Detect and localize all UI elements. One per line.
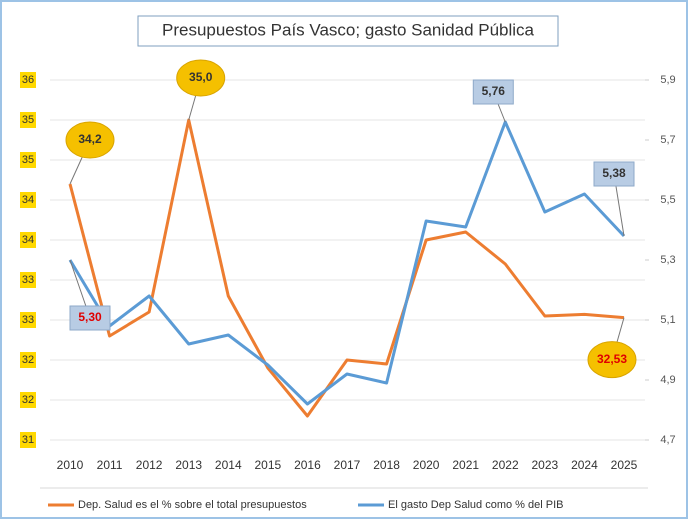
- y2-tick-label: 5,3: [660, 254, 675, 266]
- y-tick-bg: [20, 432, 36, 448]
- x-tick-label: 2016: [294, 458, 321, 472]
- x-tick-label: 2025: [611, 458, 638, 472]
- y-tick-bg: [20, 312, 36, 328]
- line-series: [68, 118, 625, 418]
- y-tick-label: 36: [22, 74, 34, 86]
- data-label: 34,2: [78, 132, 102, 146]
- y-tick-bg: [20, 272, 36, 288]
- x-tick-label: 2018: [373, 458, 400, 472]
- y-tick-label: 35: [22, 114, 34, 126]
- y2-tick-label: 5,1: [660, 314, 675, 326]
- x-tick-label: 2010: [57, 458, 84, 472]
- y-tick-bg: [20, 392, 36, 408]
- data-label: 5,30: [78, 310, 102, 324]
- label-box: [472, 79, 514, 105]
- y2-tick-label: 4,9: [660, 374, 675, 386]
- x-tick-label: 2012: [136, 458, 163, 472]
- y-tick-label: 32: [22, 394, 34, 406]
- line-series: [68, 120, 626, 406]
- label-bubble: [587, 341, 637, 379]
- x-tick-label: 2021: [452, 458, 479, 472]
- x-tick-label: 2020: [413, 458, 440, 472]
- x-tick-label: 2017: [334, 458, 361, 472]
- title-box: [137, 15, 559, 47]
- x-tick-label: 2013: [175, 458, 202, 472]
- y-tick-label: 34: [22, 194, 34, 206]
- y-tick-bg: [20, 232, 36, 248]
- data-label: 35,0: [189, 70, 213, 84]
- y2-tick-label: 5,9: [660, 74, 675, 86]
- x-tick-label: 2022: [492, 458, 519, 472]
- legend-label: Dep. Salud es el % sobre el total presup…: [78, 499, 307, 511]
- y-tick-bg: [20, 72, 36, 88]
- label-box: [69, 305, 111, 331]
- y-tick-bg: [20, 112, 36, 128]
- x-tick-label: 2023: [532, 458, 559, 472]
- y-tick-bg: [20, 352, 36, 368]
- data-label: 5,76: [482, 84, 506, 98]
- x-tick-label: 2011: [97, 458, 123, 472]
- data-label: 32,53: [597, 352, 627, 366]
- label-bubble: [65, 121, 115, 159]
- y2-tick-label: 5,7: [660, 134, 675, 146]
- y-tick-label: 33: [22, 274, 34, 286]
- label-bubble: [176, 59, 226, 97]
- y-tick-label: 35: [22, 154, 34, 166]
- y2-tick-label: 4,7: [660, 434, 675, 446]
- y-tick-label: 32: [22, 354, 34, 366]
- y2-tick-label: 5,5: [660, 194, 675, 206]
- legend-label: El gasto Dep Salud como % del PIB: [388, 499, 563, 511]
- label-box: [593, 161, 635, 187]
- x-tick-label: 2024: [571, 458, 598, 472]
- x-tick-label: 2015: [255, 458, 282, 472]
- y-tick-label: 31: [22, 434, 34, 446]
- chart-title: Presupuestos País Vasco; gasto Sanidad P…: [162, 20, 535, 39]
- data-label: 5,38: [602, 166, 626, 180]
- y-tick-bg: [20, 192, 36, 208]
- y-tick-label: 34: [22, 234, 34, 246]
- x-tick-label: 2014: [215, 458, 242, 472]
- y-tick-bg: [20, 152, 36, 168]
- y-tick-label: 33: [22, 314, 34, 326]
